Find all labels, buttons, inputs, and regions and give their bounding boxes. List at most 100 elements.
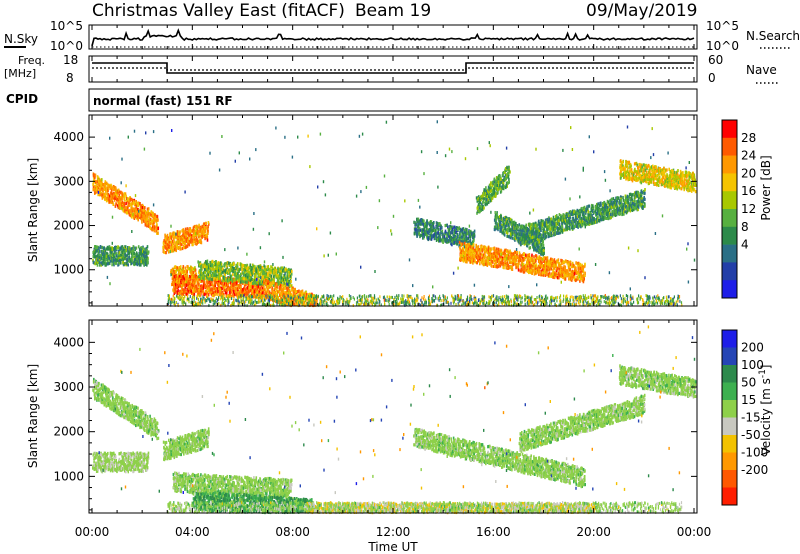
power-echo-cell bbox=[482, 263, 485, 267]
power-echo-cell bbox=[153, 226, 156, 230]
power-echo-cell bbox=[421, 228, 423, 232]
power-echo-cell bbox=[137, 213, 139, 217]
power-echo-cell bbox=[125, 254, 128, 258]
power-echo-cell bbox=[197, 260, 199, 264]
power-echo-cell bbox=[173, 285, 175, 289]
power-echo-cell bbox=[517, 268, 520, 272]
nave-series-line bbox=[92, 67, 694, 71]
power-echo-cell bbox=[182, 265, 185, 269]
power-echo-cell bbox=[112, 202, 114, 206]
power-echo-cell bbox=[435, 232, 438, 236]
power-echo-cell bbox=[243, 277, 246, 281]
power-echo-cell bbox=[123, 203, 126, 207]
power-echo-cell bbox=[146, 215, 148, 219]
power-echo-cell bbox=[141, 214, 143, 219]
power-echo-cell bbox=[417, 224, 420, 228]
power-echo-cell bbox=[263, 285, 265, 289]
power-echo-cell bbox=[132, 212, 134, 216]
power-echo-cell bbox=[518, 261, 520, 266]
power-echo-cell bbox=[273, 267, 276, 271]
power-echo-cell bbox=[105, 181, 108, 185]
power-echo-cell bbox=[95, 183, 98, 187]
power-echo-cell bbox=[125, 200, 127, 204]
power-echo-cell bbox=[177, 292, 180, 296]
power-echo-cell bbox=[99, 193, 101, 197]
power-echo-cell bbox=[204, 229, 206, 233]
power-echo-cell bbox=[124, 257, 126, 261]
power-echo-cell bbox=[267, 273, 270, 277]
power-echo-cell bbox=[94, 190, 96, 194]
power-echo-cell bbox=[253, 268, 255, 272]
power-echo-cell bbox=[232, 272, 234, 277]
power-echo-cell bbox=[157, 218, 159, 222]
power-echo-cell bbox=[96, 187, 98, 191]
power-echo-cell bbox=[113, 198, 116, 202]
power-echo-cell bbox=[233, 262, 235, 266]
power-echo-cell bbox=[133, 251, 135, 256]
power-echo-cell bbox=[99, 249, 101, 253]
power-echo-cell bbox=[459, 232, 462, 236]
power-echo-cell bbox=[128, 203, 131, 207]
power-echo-cell bbox=[124, 192, 127, 196]
power-echo-cell bbox=[155, 229, 157, 233]
power-echo-cell bbox=[105, 262, 108, 266]
power-echo-cell bbox=[227, 261, 230, 265]
power-echo-cell bbox=[135, 205, 138, 209]
power-echo-cell bbox=[468, 251, 471, 255]
power-echo-cell bbox=[495, 247, 498, 251]
power-echo-cell bbox=[117, 198, 120, 202]
power-echo-cell bbox=[103, 257, 106, 262]
power-echo-cell bbox=[448, 228, 451, 232]
power-echo-cell bbox=[290, 279, 292, 283]
power-echo-cell bbox=[270, 283, 273, 287]
power-echo-cell bbox=[254, 280, 256, 284]
power-echo-cell bbox=[216, 277, 219, 281]
power-echo-cell bbox=[466, 237, 469, 241]
power-echo-cell bbox=[133, 211, 136, 215]
power-echo-cell bbox=[507, 251, 510, 255]
power-echo-cell bbox=[111, 192, 114, 196]
power-echo-cell bbox=[102, 257, 104, 261]
power-echo-cell bbox=[99, 188, 102, 192]
power-echo-cell bbox=[120, 261, 122, 265]
power-echo-cell bbox=[196, 225, 199, 229]
power-echo-cell bbox=[105, 199, 108, 203]
power-echo-cell bbox=[125, 206, 127, 210]
power-echo-cell bbox=[239, 267, 241, 271]
power-echo-cell bbox=[461, 242, 464, 246]
power-echo-cell bbox=[183, 245, 185, 249]
power-echo-cell bbox=[221, 267, 224, 271]
power-echo-cell bbox=[211, 259, 214, 263]
power-echo-cell bbox=[182, 283, 184, 287]
power-echo-cell bbox=[180, 247, 182, 251]
power-echo-cell bbox=[297, 289, 300, 293]
power-echo-cell bbox=[200, 239, 202, 243]
power-echo-cell bbox=[123, 198, 126, 202]
power-echo-cell bbox=[135, 207, 137, 211]
power-echo-cell bbox=[114, 195, 117, 199]
power-echo-cell bbox=[219, 288, 222, 292]
power-echo-cell bbox=[175, 274, 178, 278]
power-echo-cell bbox=[129, 198, 131, 202]
power-echo-cell bbox=[205, 226, 207, 230]
power-echo-cell bbox=[133, 209, 136, 213]
power-echo-cell bbox=[92, 252, 95, 256]
power-echo-cell bbox=[246, 280, 248, 284]
power-echo-cell bbox=[220, 262, 223, 266]
power-echo-cell bbox=[206, 259, 209, 263]
power-echo-cell bbox=[117, 206, 120, 210]
power-echo-cell bbox=[490, 247, 492, 251]
power-echo-cell bbox=[541, 261, 543, 265]
power-echo-cell bbox=[117, 201, 120, 205]
power-echo-cell bbox=[100, 253, 102, 257]
power-echo-cell bbox=[528, 263, 531, 267]
power-echo-cell bbox=[98, 246, 100, 250]
power-echo-cell bbox=[101, 178, 103, 182]
power-echo-cell bbox=[166, 239, 168, 244]
power-echo-cell bbox=[136, 214, 138, 218]
power-echo-cell bbox=[104, 197, 107, 201]
power-echo-cell bbox=[232, 269, 234, 273]
power-echo-cell bbox=[147, 210, 149, 214]
power-echo-cell bbox=[441, 229, 444, 233]
power-echo-cell bbox=[188, 240, 190, 244]
